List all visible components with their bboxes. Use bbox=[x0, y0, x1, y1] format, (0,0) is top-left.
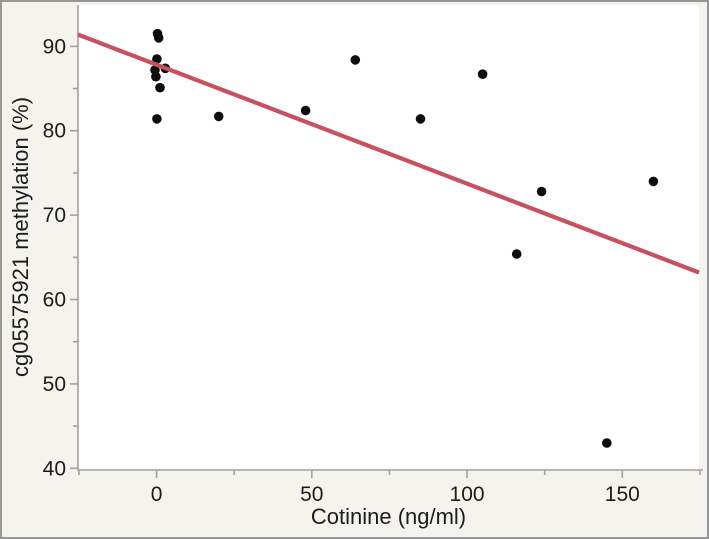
x-tick-label: 50 bbox=[300, 483, 323, 506]
data-points bbox=[150, 28, 659, 448]
data-point bbox=[152, 114, 162, 124]
y-tick-label: 80 bbox=[43, 120, 66, 143]
y-axis-title: cg05575921 methylation (%) bbox=[8, 96, 33, 378]
x-tick-label: 0 bbox=[151, 483, 163, 506]
data-point bbox=[213, 111, 224, 122]
x-tick-label: 150 bbox=[605, 483, 640, 506]
axis-ticks bbox=[70, 45, 701, 478]
data-point bbox=[300, 105, 311, 116]
y-tick-label: 50 bbox=[43, 373, 66, 396]
data-point bbox=[477, 69, 488, 79]
data-point bbox=[152, 54, 162, 64]
y-tick-label: 70 bbox=[43, 204, 66, 227]
data-point bbox=[350, 55, 361, 65]
data-point bbox=[602, 438, 612, 448]
tick-labels: 40 50 60 70 80 90 0 50 100 150 bbox=[43, 35, 640, 506]
plot-area bbox=[78, 5, 699, 470]
axis-lines bbox=[77, 5, 703, 471]
data-point bbox=[648, 176, 659, 187]
data-point bbox=[151, 71, 161, 82]
data-point bbox=[511, 249, 522, 259]
y-tick-label: 40 bbox=[43, 457, 66, 480]
y-tick-label: 90 bbox=[43, 35, 66, 58]
y-tick-label: 60 bbox=[43, 289, 66, 312]
x-tick-label: 100 bbox=[450, 483, 485, 506]
data-point bbox=[153, 33, 164, 43]
data-point bbox=[536, 186, 547, 197]
data-point bbox=[415, 114, 426, 124]
regression-line bbox=[77, 32, 700, 275]
x-axis-title: Cotinine (ng/ml) bbox=[310, 504, 467, 529]
data-point bbox=[155, 82, 165, 93]
